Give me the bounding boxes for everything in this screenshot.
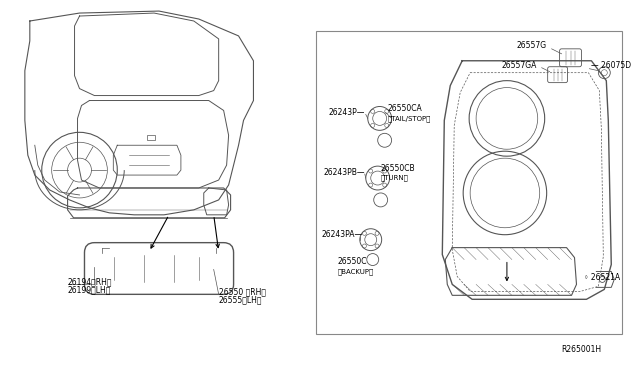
Bar: [147, 135, 155, 140]
Text: 26243PB—: 26243PB—: [323, 167, 365, 177]
Text: 26199〈LH〉: 26199〈LH〉: [68, 285, 111, 294]
Text: 26557G: 26557G: [517, 41, 547, 50]
Text: 26550CB: 26550CB: [381, 164, 415, 173]
Text: 26243P—: 26243P—: [328, 108, 364, 117]
Text: （TAIL/STOP）: （TAIL/STOP）: [388, 115, 431, 122]
Text: 26194〈RH〉: 26194〈RH〉: [68, 277, 112, 286]
Text: 26557GA: 26557GA: [502, 61, 538, 70]
Text: ◦ 26521A: ◦ 26521A: [584, 273, 621, 282]
Text: （TURN）: （TURN）: [381, 175, 408, 182]
Text: 26550C: 26550C: [338, 257, 367, 266]
Text: R265001H: R265001H: [561, 344, 602, 353]
Text: 26550CA: 26550CA: [388, 104, 422, 113]
Text: 26550 〈RH〉: 26550 〈RH〉: [219, 288, 266, 297]
Bar: [316, 31, 622, 334]
Text: （BACKUP）: （BACKUP）: [338, 268, 374, 275]
Text: — 26075D: — 26075D: [591, 61, 632, 70]
Text: 26243PA—: 26243PA—: [321, 230, 362, 239]
Text: 26555〈LH〉: 26555〈LH〉: [219, 296, 262, 305]
